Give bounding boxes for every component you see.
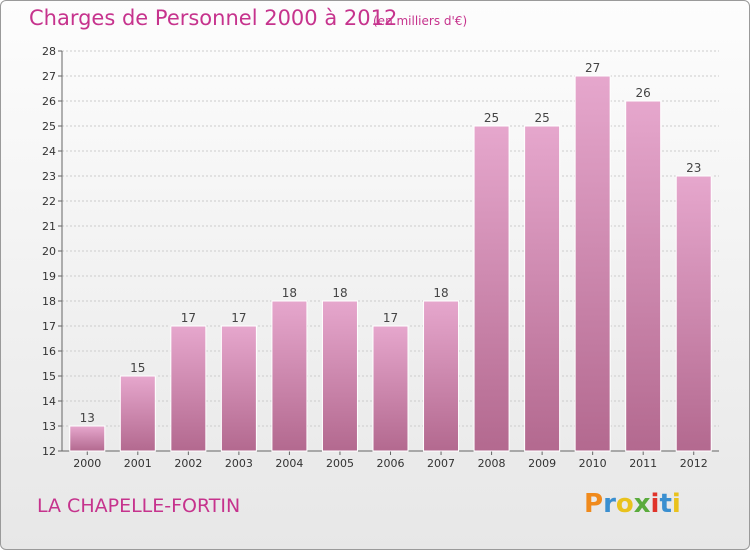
bar-2005 [321, 300, 358, 452]
tick-label-x-2002: 2002 [174, 457, 202, 470]
tick-label-x-2011: 2011 [629, 457, 657, 470]
value-label-2002: 17 [181, 311, 196, 325]
tick-label-y-18: 18 [42, 295, 56, 308]
tick-label-x-2012: 2012 [680, 457, 708, 470]
tick-label-y-19: 19 [42, 270, 56, 283]
bar-2002 [170, 325, 207, 452]
tick-label-x-2003: 2003 [225, 457, 253, 470]
bar-2011 [625, 100, 662, 452]
tick-label-x-2004: 2004 [275, 457, 303, 470]
tick-label-x-2000: 2000 [73, 457, 101, 470]
bar-2008 [473, 125, 510, 452]
tick-label-y-27: 27 [42, 70, 56, 83]
bar-2000 [69, 425, 106, 452]
tick-label-x-2006: 2006 [377, 457, 405, 470]
tick-label-x-2008: 2008 [478, 457, 506, 470]
value-label-2006: 17 [383, 311, 398, 325]
bar-2003 [220, 325, 257, 452]
bars [69, 75, 712, 452]
tick-label-y-25: 25 [42, 120, 56, 133]
bar-2007 [423, 300, 460, 452]
logo-letter: r [603, 489, 616, 519]
value-label-2004: 18 [282, 286, 297, 300]
bar-2012 [675, 175, 712, 452]
tick-label-y-17: 17 [42, 320, 56, 333]
bar-2006 [372, 325, 409, 452]
tick-label-y-21: 21 [42, 220, 56, 233]
tick-label-y-23: 23 [42, 170, 56, 183]
bar-2009 [524, 125, 561, 452]
value-label-2008: 25 [484, 111, 499, 125]
labels: 12 13 14 15 16 17 18 19 20 21 22 23 24 25 26 27 28 2000 13… [42, 45, 708, 470]
bar-2001 [119, 375, 156, 452]
tick-label-y-15: 15 [42, 370, 56, 383]
tick-label-y-20: 20 [42, 245, 56, 258]
tick-label-y-14: 14 [42, 395, 56, 408]
value-label-2007: 18 [433, 286, 448, 300]
value-label-2012: 23 [686, 161, 701, 175]
value-label-2010: 27 [585, 61, 600, 75]
value-label-2001: 15 [130, 361, 145, 375]
bar-2004 [271, 300, 308, 452]
tick-label-y-22: 22 [42, 195, 56, 208]
value-label-2005: 18 [332, 286, 347, 300]
logo-letter: P [584, 489, 604, 519]
location-name: LA CHAPELLE-FORTIN [37, 495, 241, 517]
tick-label-y-26: 26 [42, 95, 56, 108]
value-label-2003: 17 [231, 311, 246, 325]
tick-label-x-2009: 2009 [528, 457, 556, 470]
tick-label-y-16: 16 [42, 345, 56, 358]
chart-subtitle: (en milliers d'€) [373, 14, 468, 28]
logo-letter: i [671, 489, 681, 519]
logo-letter: t [659, 489, 672, 519]
value-label-2009: 25 [534, 111, 549, 125]
logo-letter: x [633, 489, 651, 519]
logo-letter: i [650, 489, 660, 519]
logo-letter: o [615, 489, 634, 519]
tick-label-y-13: 13 [42, 420, 56, 433]
tick-label-x-2005: 2005 [326, 457, 354, 470]
tick-label-y-12: 12 [42, 445, 56, 458]
bar-2010 [574, 75, 611, 452]
tick-label-x-2007: 2007 [427, 457, 455, 470]
tick-label-y-24: 24 [42, 145, 56, 158]
tick-label-x-2010: 2010 [579, 457, 607, 470]
proxiti-logo[interactable]: Proxiti [584, 489, 681, 519]
chart-title: Charges de Personnel 2000 à 2012 [29, 6, 398, 30]
tick-label-x-2001: 2001 [124, 457, 152, 470]
tick-label-y-28: 28 [42, 45, 56, 58]
value-label-2011: 26 [636, 86, 651, 100]
value-label-2000: 13 [80, 411, 95, 425]
